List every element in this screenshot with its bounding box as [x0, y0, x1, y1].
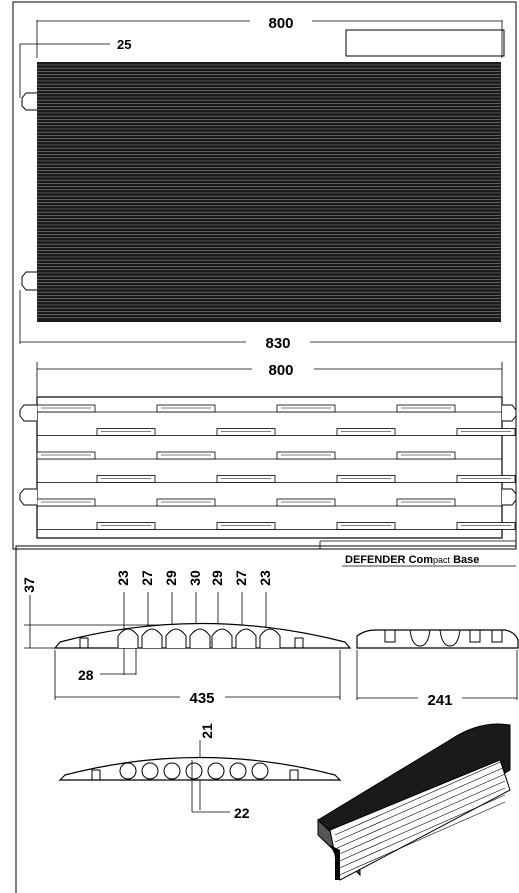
channel-label: 29 [163, 570, 179, 586]
dim-base-width: 435 [189, 690, 214, 707]
connector-left-1 [19, 404, 37, 422]
connector-tab-left-lower [21, 271, 37, 291]
dim-cross-top: 21 [199, 723, 215, 739]
dim-height: 37 [21, 577, 37, 593]
connector-right-2 [502, 488, 517, 506]
brand-label: DEFENDER Compact Base [345, 554, 479, 566]
end-view: 241 [356, 629, 519, 709]
ribbed-mat-top [37, 62, 501, 322]
connector-right-1 [502, 404, 517, 422]
channel-label: 23 [115, 570, 131, 586]
lower-drawing-frame [15, 545, 516, 893]
top-view: 800 25 830 [19, 15, 517, 352]
dim-gap: 28 [78, 667, 94, 683]
dim-inset: 25 [117, 37, 131, 52]
dim-end-width: 241 [427, 692, 452, 709]
channel-label: 27 [233, 570, 249, 586]
upper-drawing-frame [12, 1, 517, 550]
cross-section-view: 21 22 [58, 723, 342, 821]
channel-label: 29 [209, 570, 225, 586]
dim-cross-bottom: 22 [234, 805, 250, 821]
channel-label: 23 [257, 570, 273, 586]
dim-top-width: 800 [268, 15, 293, 32]
channel-label: 30 [187, 570, 203, 586]
connector-tab-left-upper [21, 92, 37, 111]
base-outline [36, 396, 503, 539]
channel-label: 27 [139, 570, 155, 586]
title-block: DEFENDER Compact Base [319, 540, 516, 567]
isometric-render [317, 723, 511, 881]
section-view: 37 23 27 29 30 29 27 23 28 435 [21, 570, 352, 707]
bottom-view: 800 [19, 362, 517, 539]
dim-bottom-view-width: 800 [268, 362, 293, 379]
connector-left-2 [19, 488, 37, 506]
label-box [345, 29, 505, 57]
dim-bottom-width: 830 [265, 335, 290, 352]
